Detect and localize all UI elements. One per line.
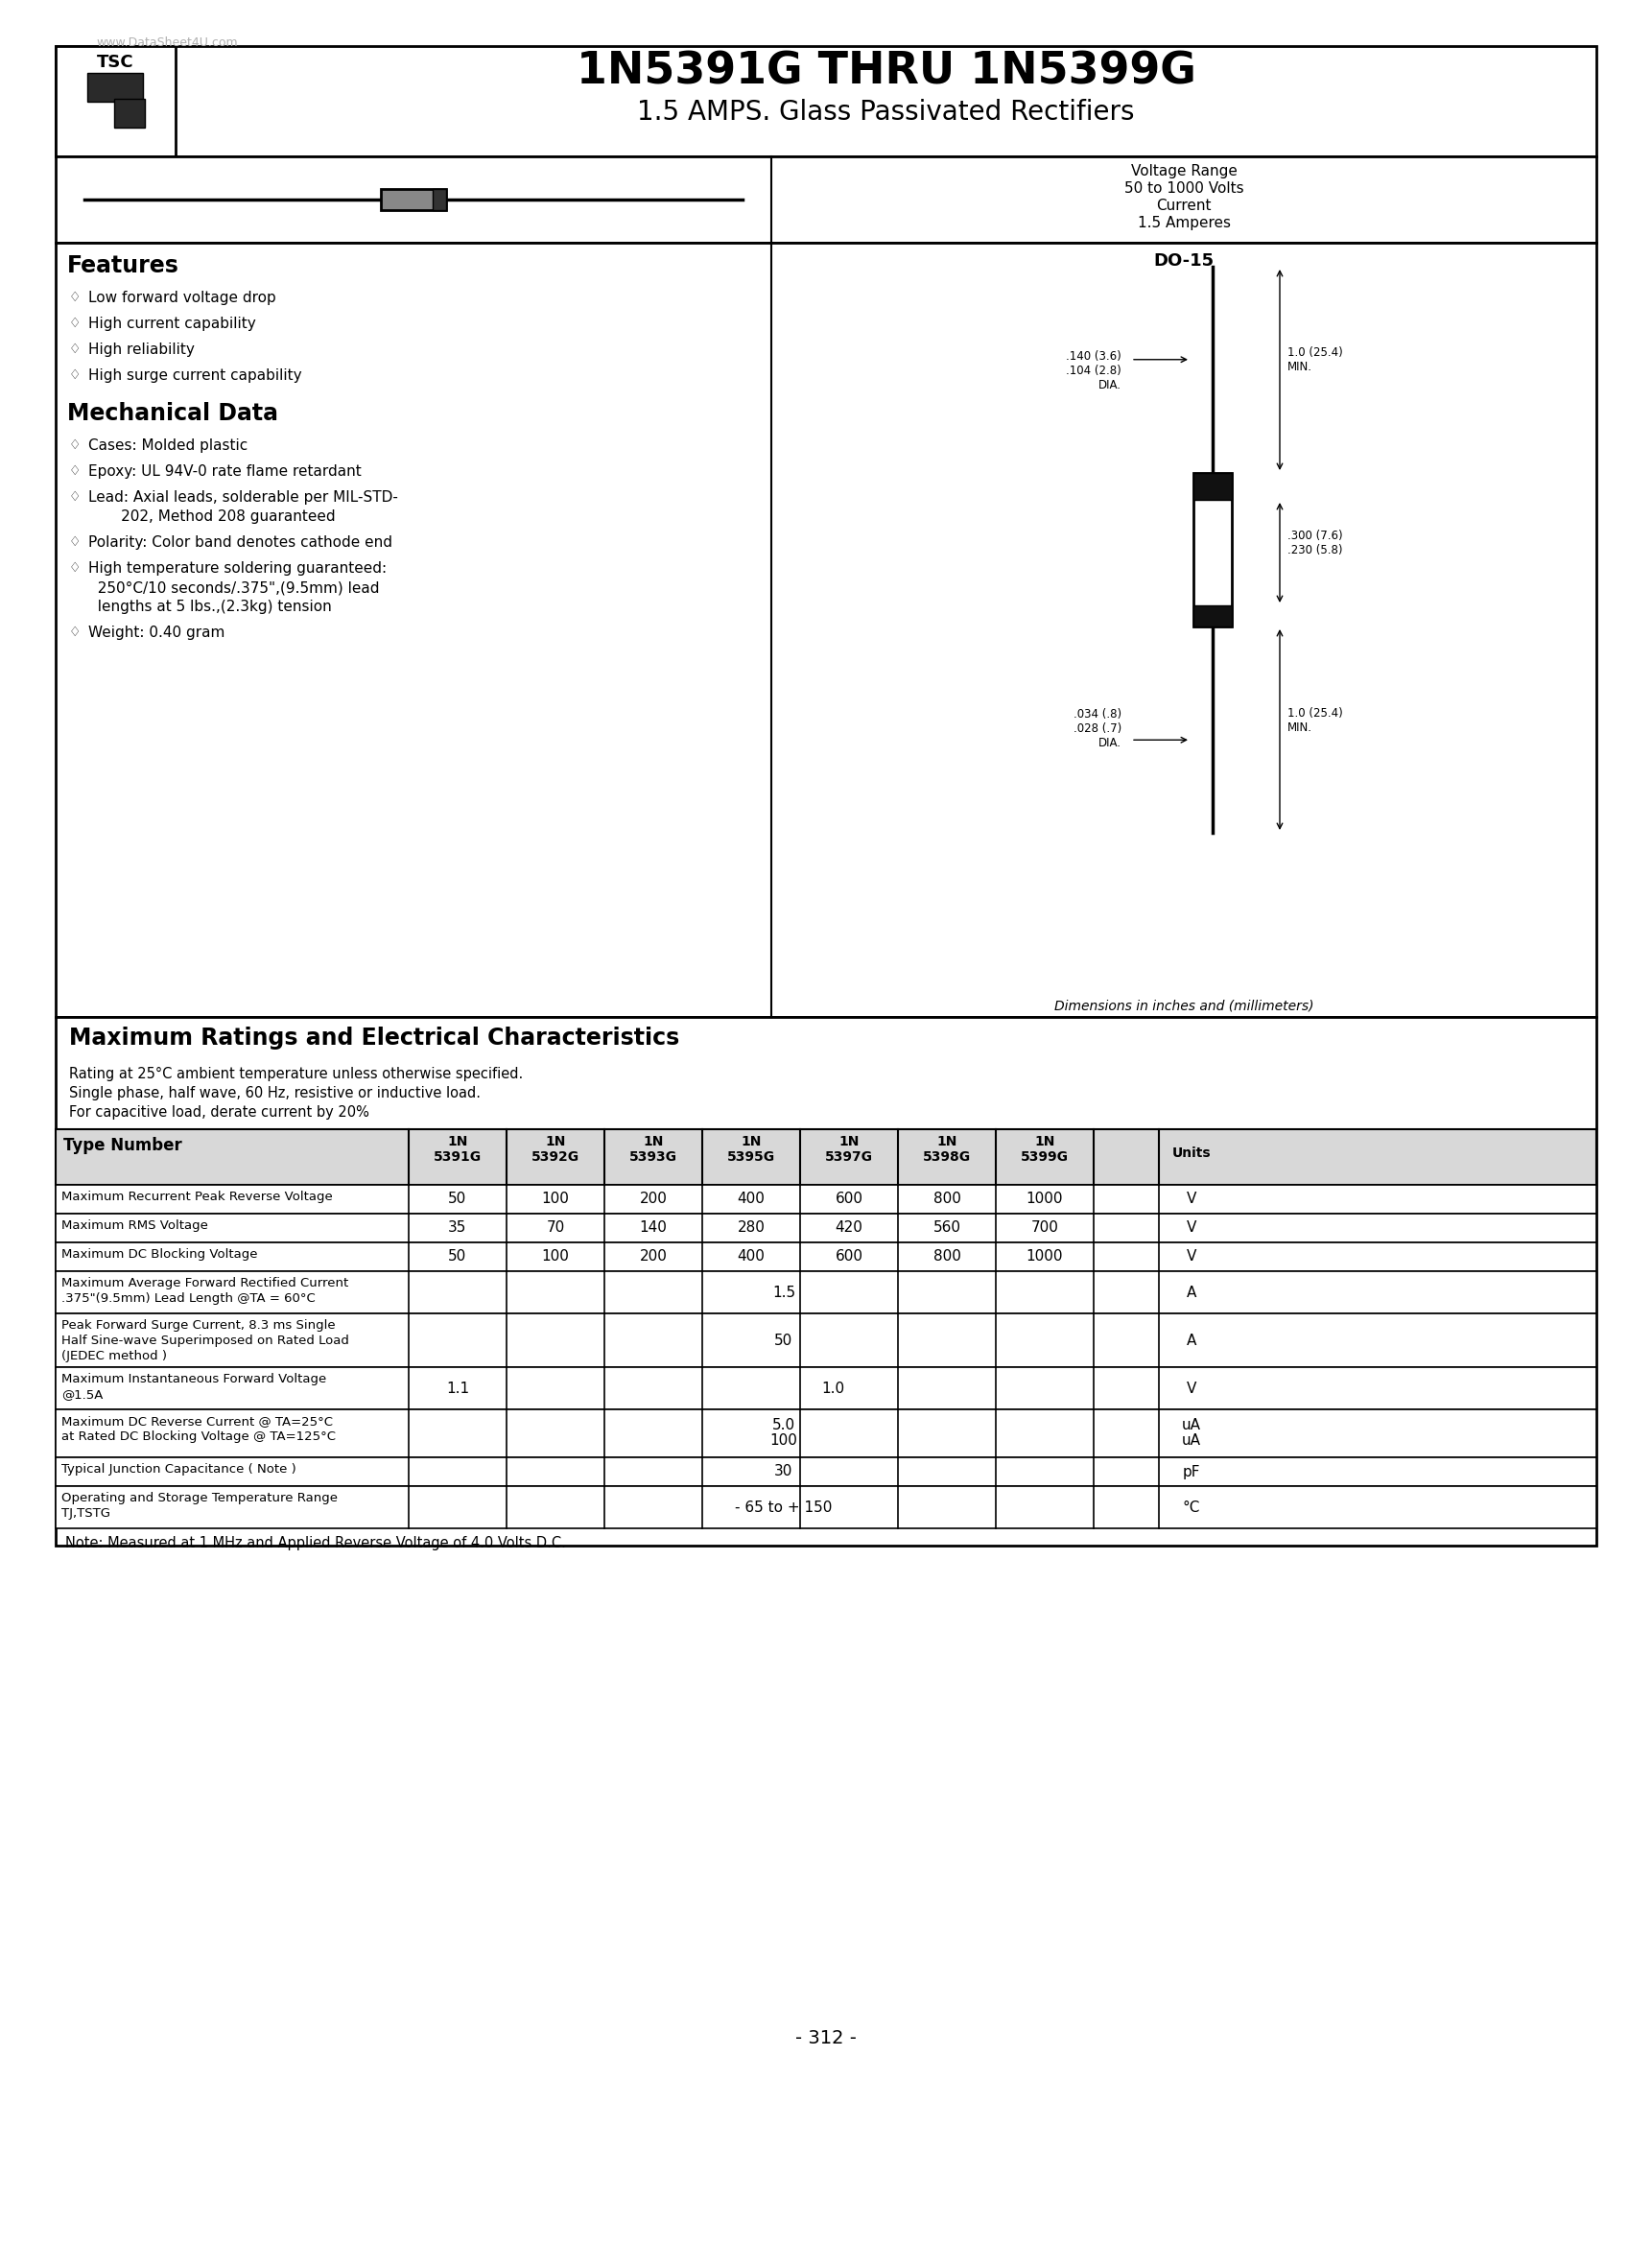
Text: °C: °C (1183, 1500, 1201, 1515)
Text: 1000: 1000 (1026, 1192, 1064, 1206)
Text: .300 (7.6)
.230 (5.8): .300 (7.6) .230 (5.8) (1287, 530, 1343, 557)
Bar (56, 1486, 1596, 1529)
Text: 250°C/10 seconds/.375",(9.5mm) lead: 250°C/10 seconds/.375",(9.5mm) lead (88, 581, 380, 595)
Text: 800: 800 (933, 1192, 961, 1206)
Bar (56, 1313, 1596, 1367)
Text: 1.0 (25.4)
MIN.: 1.0 (25.4) MIN. (1287, 346, 1343, 373)
Text: 1.5: 1.5 (771, 1284, 795, 1300)
Bar (382, 189, 446, 211)
Text: 30: 30 (775, 1464, 793, 1479)
Text: For capacitive load, derate current by 20%: For capacitive load, derate current by 2… (69, 1105, 370, 1120)
Bar (56, 1185, 1596, 1215)
Text: 50: 50 (775, 1334, 793, 1347)
Bar (56, 1410, 1596, 1457)
Text: 600: 600 (836, 1192, 862, 1206)
Text: 50 to 1000 Volts: 50 to 1000 Volts (1123, 182, 1244, 195)
Text: Dimensions in inches and (millimeters): Dimensions in inches and (millimeters) (1054, 999, 1313, 1012)
Text: DO-15: DO-15 (1153, 251, 1214, 269)
Text: 140: 140 (639, 1221, 667, 1235)
Text: High temperature soldering guaranteed:: High temperature soldering guaranteed: (88, 561, 387, 575)
Text: V: V (1186, 1192, 1196, 1206)
Text: 600: 600 (836, 1250, 862, 1264)
Text: 1N
5392G: 1N 5392G (532, 1136, 580, 1163)
Text: 1.0: 1.0 (821, 1381, 844, 1396)
Text: @1.5A: @1.5A (61, 1387, 102, 1401)
Text: ♢: ♢ (69, 343, 81, 357)
Text: Single phase, half wave, 60 Hz, resistive or inductive load.: Single phase, half wave, 60 Hz, resistiv… (69, 1087, 481, 1100)
Text: ♢: ♢ (69, 561, 81, 575)
Text: ♢: ♢ (69, 534, 81, 548)
Text: lengths at 5 lbs.,(2.3kg) tension: lengths at 5 lbs.,(2.3kg) tension (88, 599, 332, 615)
Text: 400: 400 (737, 1250, 765, 1264)
Text: Voltage Range: Voltage Range (1130, 164, 1237, 177)
Text: Current: Current (1156, 198, 1211, 213)
Text: 1N
5398G: 1N 5398G (923, 1136, 971, 1163)
Text: Maximum Average Forward Rectified Current: Maximum Average Forward Rectified Curren… (61, 1277, 349, 1289)
Text: V: V (1186, 1250, 1196, 1264)
Bar (56, 1017, 1596, 1545)
Text: Peak Forward Surge Current, 8.3 ms Single: Peak Forward Surge Current, 8.3 ms Singl… (61, 1320, 335, 1331)
Bar (56, 47, 175, 157)
Text: ♢: ♢ (69, 438, 81, 451)
Text: 280: 280 (737, 1221, 765, 1235)
Text: Rating at 25°C ambient temperature unless otherwise specified.: Rating at 25°C ambient temperature unles… (69, 1066, 524, 1082)
Text: Mechanical Data: Mechanical Data (68, 402, 278, 424)
Text: High current capability: High current capability (88, 317, 256, 330)
Text: 560: 560 (933, 1221, 961, 1235)
Text: 35: 35 (448, 1221, 468, 1235)
Text: V: V (1186, 1381, 1196, 1396)
Text: 1N
5399G: 1N 5399G (1021, 1136, 1069, 1163)
Text: .140 (3.6)
.104 (2.8)
DIA.: .140 (3.6) .104 (2.8) DIA. (1066, 350, 1122, 391)
Bar (56, 1271, 1596, 1313)
Text: High reliability: High reliability (88, 343, 195, 357)
Text: 100: 100 (770, 1435, 798, 1448)
Text: ♢: ♢ (69, 290, 81, 303)
Text: A: A (1186, 1284, 1196, 1300)
Text: 202, Method 208 guaranteed: 202, Method 208 guaranteed (88, 510, 335, 523)
Text: at Rated DC Blocking Voltage @ TA=125°C: at Rated DC Blocking Voltage @ TA=125°C (61, 1430, 335, 1444)
Text: 700: 700 (1031, 1221, 1059, 1235)
Text: Maximum Recurrent Peak Reverse Voltage: Maximum Recurrent Peak Reverse Voltage (61, 1190, 332, 1203)
Bar (771, 157, 1596, 242)
Text: - 65 to + 150: - 65 to + 150 (735, 1500, 833, 1515)
Text: Maximum Instantaneous Forward Voltage: Maximum Instantaneous Forward Voltage (61, 1374, 327, 1385)
Text: 1N
5393G: 1N 5393G (629, 1136, 677, 1163)
Text: Weight: 0.40 gram: Weight: 0.40 gram (88, 626, 225, 640)
Text: V: V (1186, 1221, 1196, 1235)
Text: uA: uA (1181, 1419, 1201, 1432)
Bar (56, 1215, 1596, 1241)
Text: 1N5391G THRU 1N5399G: 1N5391G THRU 1N5399G (577, 52, 1196, 94)
Text: Epoxy: UL 94V-0 rate flame retardant: Epoxy: UL 94V-0 rate flame retardant (88, 465, 362, 478)
Bar (56, 47, 1596, 157)
Text: Maximum DC Reverse Current @ TA=25°C: Maximum DC Reverse Current @ TA=25°C (61, 1414, 334, 1428)
Text: 400: 400 (737, 1192, 765, 1206)
Text: Typical Junction Capacitance ( Note ): Typical Junction Capacitance ( Note ) (61, 1464, 296, 1475)
Text: Features: Features (68, 254, 180, 278)
Bar (114, 99, 144, 128)
Bar (56, 157, 1596, 242)
Text: Maximum Ratings and Electrical Characteristics: Maximum Ratings and Electrical Character… (69, 1026, 679, 1051)
Text: pF: pF (1183, 1464, 1201, 1479)
Bar (1193, 606, 1232, 626)
Bar (56, 1367, 1596, 1410)
Text: A: A (1186, 1334, 1196, 1347)
Text: 100: 100 (542, 1250, 570, 1264)
Text: .034 (.8)
.028 (.7)
DIA.: .034 (.8) .028 (.7) DIA. (1074, 707, 1122, 750)
Bar (1193, 474, 1232, 626)
Bar (433, 189, 446, 211)
Text: Lead: Axial leads, solderable per MIL-STD-: Lead: Axial leads, solderable per MIL-ST… (88, 489, 398, 505)
Text: - 312 -: - 312 - (795, 2029, 857, 2047)
Text: High surge current capability: High surge current capability (88, 368, 302, 384)
Text: Cases: Molded plastic: Cases: Molded plastic (88, 438, 248, 453)
Text: 100: 100 (542, 1192, 570, 1206)
Text: ♢: ♢ (69, 465, 81, 478)
Text: uA: uA (1181, 1435, 1201, 1448)
Text: 50: 50 (448, 1250, 468, 1264)
Text: Note: Measured at 1 MHz and Applied Reverse Voltage of 4.0 Volts D.C.: Note: Measured at 1 MHz and Applied Reve… (64, 1536, 567, 1551)
Text: .375"(9.5mm) Lead Length @TA = 60°C: .375"(9.5mm) Lead Length @TA = 60°C (61, 1293, 316, 1304)
Text: (JEDEC method ): (JEDEC method ) (61, 1349, 167, 1363)
Text: 1.5 Amperes: 1.5 Amperes (1137, 216, 1231, 231)
Bar (88, 72, 142, 101)
Text: 200: 200 (639, 1192, 667, 1206)
Text: 1N
5391G: 1N 5391G (433, 1136, 482, 1163)
